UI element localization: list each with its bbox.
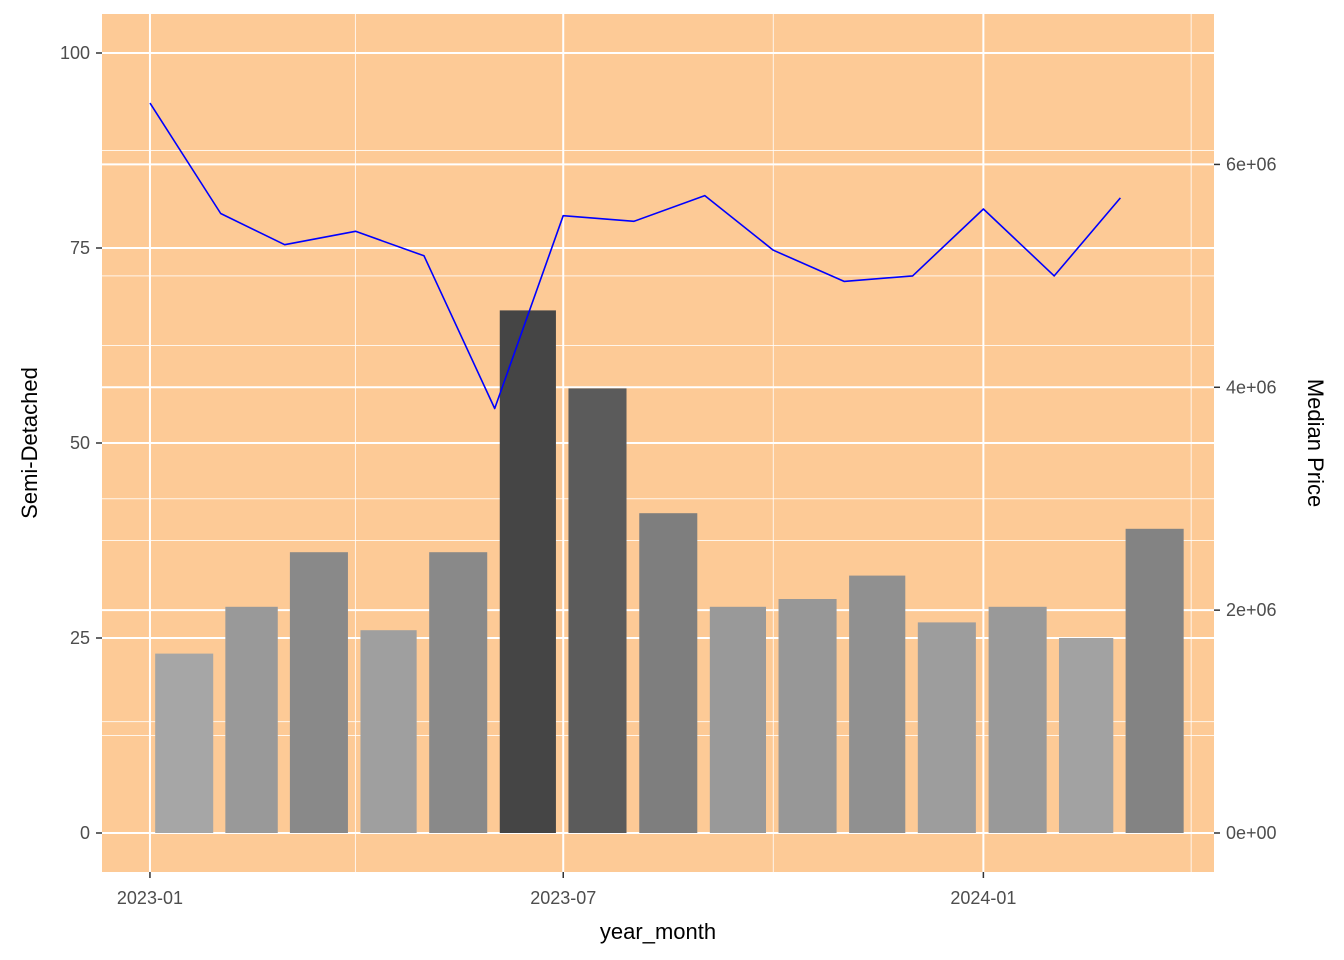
y2-tick-label: 2e+06	[1226, 600, 1277, 620]
y-axis-title: Semi-Detached	[17, 367, 42, 519]
y-tick-label: 75	[70, 238, 90, 258]
bar	[778, 599, 837, 833]
y-tick-label: 25	[70, 628, 90, 648]
x-tick-label: 2023-01	[117, 888, 183, 908]
x-tick-label: 2024-01	[950, 888, 1016, 908]
bar	[1058, 638, 1114, 833]
x-tick-label: 2023-07	[530, 888, 596, 908]
price-line	[149, 102, 1122, 410]
x-axis: 2023-01 2023-07 2024-01	[117, 872, 1016, 908]
y2-tick-label: 6e+06	[1226, 154, 1277, 174]
bar	[849, 575, 906, 833]
bar	[639, 513, 698, 833]
bar	[988, 606, 1047, 833]
y-tick-label: 50	[70, 433, 90, 453]
bar	[360, 630, 417, 833]
y-tick-label: 100	[60, 43, 90, 63]
bar	[289, 552, 348, 833]
y2-axis-title: Median Price	[1303, 379, 1328, 507]
y-axis-left: 0 25 50 75 100	[60, 43, 102, 843]
x-axis-title: year_month	[600, 919, 716, 944]
bar	[155, 653, 214, 833]
bar	[1125, 528, 1184, 833]
bar	[568, 388, 627, 833]
grid-major	[102, 14, 1214, 872]
bar	[429, 552, 488, 833]
bar	[709, 606, 767, 833]
y2-tick-label: 0e+00	[1226, 823, 1277, 843]
bar	[499, 310, 556, 833]
y-axis-right: 0e+00 2e+06 4e+06 6e+06	[1214, 154, 1277, 843]
y-tick-label: 0	[80, 823, 90, 843]
bar	[225, 606, 278, 833]
bar	[917, 622, 976, 833]
median-price-line	[149, 102, 1122, 410]
y2-tick-label: 4e+06	[1226, 377, 1277, 397]
bars	[155, 310, 1184, 833]
